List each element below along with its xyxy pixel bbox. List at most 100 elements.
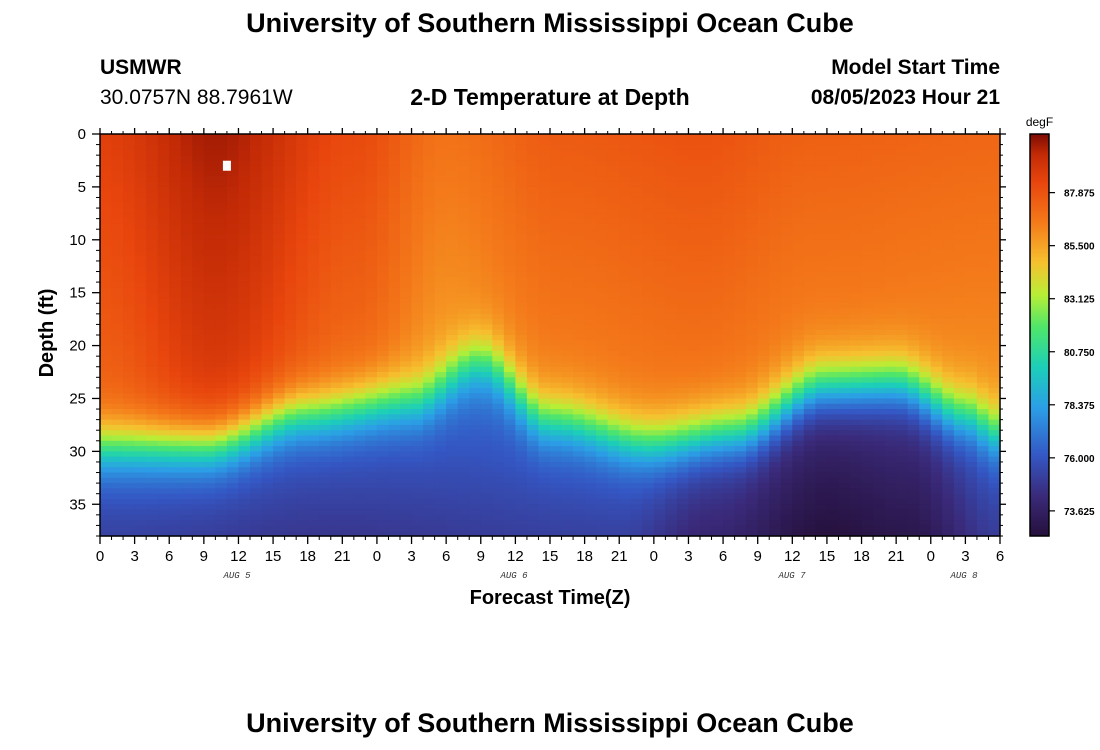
heatmap-cell [111,488,124,495]
heatmap-cell [515,440,528,447]
heatmap-cell [596,255,609,262]
heatmap-cell [723,361,736,368]
heatmap-cell [411,271,424,278]
heatmap-cell [296,165,309,172]
heatmap-cell [503,361,516,368]
heatmap-cell [596,266,609,273]
heatmap-cell [676,308,690,315]
heatmap-cell [111,498,124,505]
heatmap-cell [215,409,228,415]
heatmap-cell [803,467,816,474]
heatmap-cell [665,266,678,273]
heatmap-cell [746,245,759,251]
heatmap-cell [734,223,747,230]
heatmap-cell [434,324,447,331]
heatmap-cell [307,239,320,246]
heatmap-cell [123,324,136,331]
heatmap-cell [319,213,332,220]
heatmap-cell [250,488,263,495]
heatmap-cell [573,239,586,246]
heatmap-cell [157,530,170,537]
heatmap-cell [515,176,528,183]
heatmap-cell [526,366,540,373]
heatmap-cell [780,255,793,262]
heatmap-cell [353,218,366,225]
heatmap-cell [342,488,355,495]
heatmap-cell [446,504,459,511]
heatmap-cell [561,340,574,347]
heatmap-cell [330,324,343,331]
heatmap-cell [515,361,528,368]
heatmap-cell [423,229,436,236]
heatmap-cell [457,245,470,251]
heatmap-cell [330,467,343,474]
heatmap-cell [596,276,609,283]
heatmap-cell [157,282,170,288]
heatmap-cell [757,160,770,167]
heatmap-cell [146,308,159,315]
heatmap-cell [226,467,240,474]
heatmap-cell [596,234,609,241]
heatmap-cell [769,292,782,299]
heatmap-cell [503,213,516,220]
heatmap-cell [134,297,147,304]
heatmap-cell [203,456,216,463]
heatmap-cell [688,271,701,278]
heatmap-cell [273,530,286,537]
heatmap-cell [653,440,666,447]
heatmap-cell [757,483,770,489]
heatmap-cell [273,488,286,495]
heatmap-cell [434,456,447,463]
heatmap-cell [538,382,551,389]
heatmap-cell [296,430,309,437]
heatmap-cell [676,245,690,251]
heatmap-cell [319,160,332,167]
heatmap-cell [700,271,713,278]
heatmap-cell [319,192,332,199]
heatmap-cell [469,456,482,463]
heatmap-cell [503,398,516,405]
heatmap-cell [826,525,840,532]
heatmap-cell [838,467,851,474]
heatmap-cell [492,340,505,347]
heatmap-cell [676,176,690,183]
heatmap-cell [400,340,413,347]
heatmap-cell [792,319,805,326]
heatmap-cell [550,271,563,278]
heatmap-cell [203,176,216,183]
heatmap-cell [688,282,701,288]
heatmap-cell [400,149,413,156]
heatmap-cell [746,171,759,177]
heatmap-cell [423,297,436,304]
heatmap-cell [757,313,770,320]
heatmap-cell [550,282,563,288]
heatmap-cell [607,276,620,283]
heatmap-cell [146,345,159,352]
heatmap-cell [757,239,770,246]
heatmap-cell [746,409,759,415]
heatmap-cell [630,202,643,209]
heatmap-cell [169,456,182,463]
heatmap-cell [250,409,263,415]
heatmap-cell [446,287,459,294]
heatmap-cell [146,260,159,267]
heatmap-cell [838,181,851,188]
heatmap-cell [792,292,805,299]
heatmap-cell [342,313,355,320]
heatmap-cell [515,424,528,431]
heatmap-cell [746,250,759,257]
heatmap-cell [238,192,251,199]
heatmap-cell [653,202,666,209]
heatmap-cell [526,361,540,368]
heatmap-cell [769,213,782,220]
heatmap-cell [250,483,263,489]
heatmap-cell [203,165,216,172]
heatmap-cell [376,377,390,384]
heatmap-cell [515,208,528,214]
heatmap-cell [688,324,701,331]
heatmap-cell [826,287,840,294]
heatmap-cell [330,276,343,283]
heatmap-cell [376,435,390,442]
heatmap-cell [157,271,170,278]
heatmap-cell [111,308,124,315]
